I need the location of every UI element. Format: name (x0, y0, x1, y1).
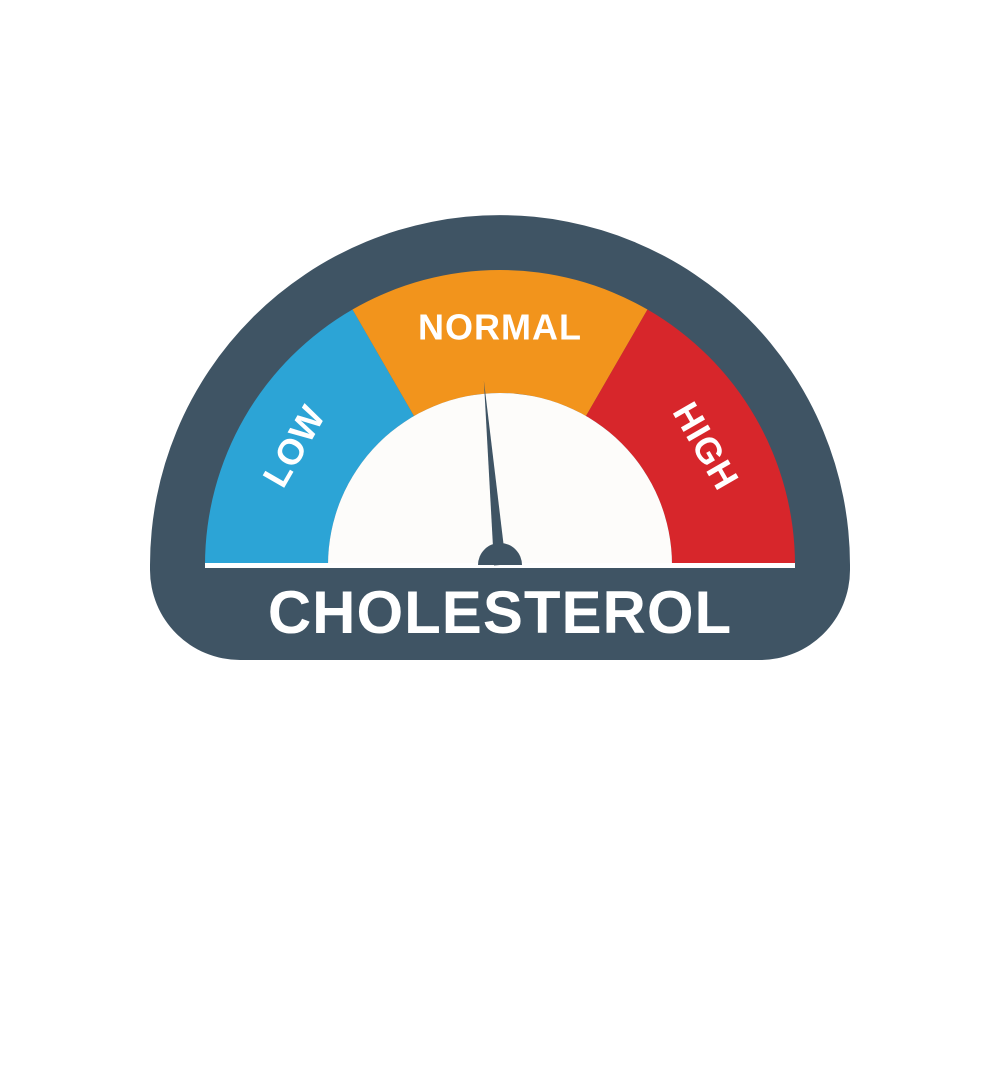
gauge-label-normal: NORMAL (418, 307, 582, 348)
gauge-title: CHOLESTEROL (268, 579, 732, 646)
gauge-infographic: LOWNORMALHIGHCHOLESTEROL (0, 0, 1000, 1080)
cholesterol-gauge: LOWNORMALHIGHCHOLESTEROL (130, 170, 870, 690)
